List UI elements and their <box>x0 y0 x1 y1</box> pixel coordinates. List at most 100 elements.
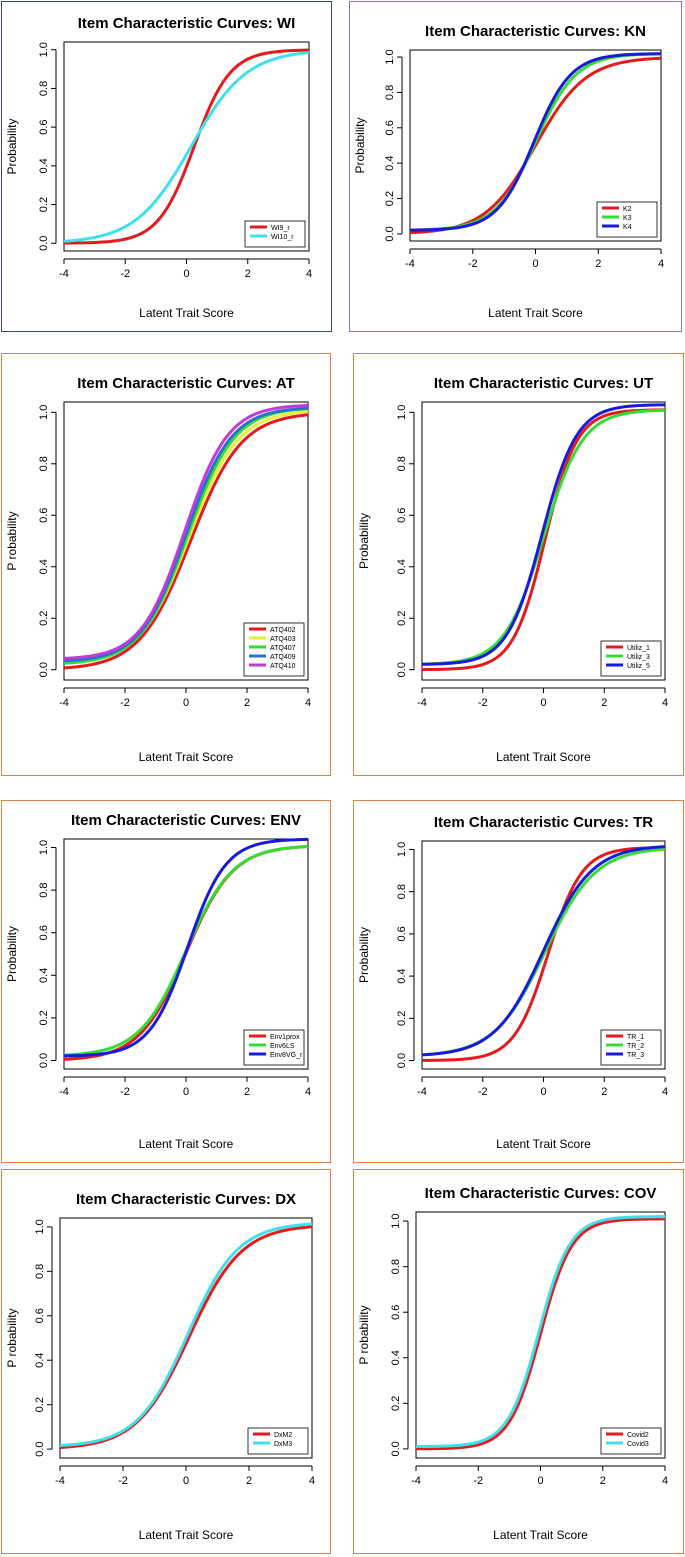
y-tick-label: 0.6 <box>38 925 50 940</box>
x-tick-label: 2 <box>601 1086 607 1098</box>
curve-env8vg-r <box>63 837 309 1058</box>
chart-panel-kn: Item Characteristic Curves: KN -4 -2 0 2 4 0.0… <box>349 1 682 332</box>
chart-panel-wi: Item Characteristic Curves: WI -4 -2 0 2 4 0.0… <box>1 1 332 332</box>
y-tick-label: 0.2 <box>396 1011 408 1026</box>
x-axis-title: Latent Trait Score <box>488 306 583 320</box>
y-tick-label: 1.0 <box>384 49 396 64</box>
x-axis-title: Latent Trait Score <box>496 750 591 764</box>
y-axis-title: P robability <box>5 1308 19 1367</box>
plot-frame <box>415 1211 666 1459</box>
chart-at: Item Characteristic Curves: AT -4 -2 0 2 4 0.0… <box>5 375 311 764</box>
chart-panel-cov: Item Characteristic Curves: COV -4 -2 0 2 4 0.… <box>353 1169 684 1554</box>
x-tick-label: 2 <box>244 697 250 709</box>
chart-dx: Item Characteristic Curves: DX -4 -2 0 2 4 0.0… <box>5 1191 315 1542</box>
x-tick-label: 2 <box>601 697 607 709</box>
legend-label: K3 <box>623 215 632 222</box>
y-tick-label: 1.0 <box>38 42 50 57</box>
x-tick-label: -2 <box>120 1086 130 1098</box>
curve-atq402 <box>63 413 309 670</box>
x-tick-label: 0 <box>540 1086 546 1098</box>
chart-title: Item Characteristic Curves: KN <box>425 23 646 40</box>
legend-box <box>600 1427 662 1455</box>
chart-title: Item Characteristic Curves: WI <box>78 15 296 32</box>
y-tick-label: 0.6 <box>396 508 408 523</box>
y-tick-label: 0.6 <box>396 926 408 941</box>
y-tick-label: 0.2 <box>38 611 50 626</box>
y-tick-label: 0.8 <box>396 884 408 899</box>
plot-frame <box>409 49 662 242</box>
curve-utiliz-3 <box>421 408 666 666</box>
x-tick-label: 0 <box>183 268 189 280</box>
x-axis-title: Latent Trait Score <box>139 1528 234 1542</box>
legend-label: TR_1 <box>627 1034 644 1041</box>
x-tick-label: -4 <box>405 258 415 270</box>
x-tick-label: 4 <box>658 258 664 270</box>
y-axis-title: Probability <box>353 117 367 173</box>
y-tick-label: 0.8 <box>38 882 50 897</box>
curve-covid2 <box>415 1217 666 1451</box>
x-tick-label: 2 <box>246 1475 252 1487</box>
y-tick-label: 0.2 <box>38 1010 50 1025</box>
chart-tr: Item Characteristic Curves: TR -4 -2 0 2 4 0.0… <box>357 814 668 1151</box>
y-tick-label: 0.6 <box>384 120 396 135</box>
y-axis-title: Probability <box>357 927 371 983</box>
legend-label: Covid2 <box>627 1432 649 1439</box>
legend-label: Utiliz_3 <box>627 654 650 661</box>
x-tick-label: -4 <box>411 1475 421 1487</box>
chart-title: Item Characteristic Curves: DX <box>76 1191 296 1208</box>
y-tick-label: 0.0 <box>38 662 50 677</box>
chart-panel-ut: Item Characteristic Curves: UT -4 -2 0 2 4 0.0… <box>353 353 684 776</box>
chart-title: Item Characteristic Curves: COV <box>425 1185 657 1202</box>
x-tick-label: 4 <box>662 1475 668 1487</box>
y-axis-title: Probability <box>5 118 19 174</box>
x-tick-label: 0 <box>183 1475 189 1487</box>
x-tick-label: 4 <box>305 697 311 709</box>
y-tick-label: 0.0 <box>38 1053 50 1068</box>
legend-label: WI10_r <box>271 234 294 241</box>
legend-label: Utiliz_1 <box>627 645 650 652</box>
plot-frame <box>63 401 309 681</box>
y-tick-label: 0.6 <box>34 1308 46 1323</box>
x-tick-label: -2 <box>468 258 478 270</box>
chart-kn: Item Characteristic Curves: KN -4 -2 0 2 4 0.0… <box>353 23 664 320</box>
x-tick-label: -2 <box>120 268 130 280</box>
chart-cov: Item Characteristic Curves: COV -4 -2 0 2 4 0.… <box>357 1185 668 1542</box>
y-axis-title: Probability <box>5 926 19 982</box>
x-axis-title: Latent Trait Score <box>139 750 234 764</box>
y-tick-label: 0.4 <box>38 158 50 173</box>
plot-frame <box>59 1217 313 1459</box>
x-tick-label: 2 <box>595 258 601 270</box>
curve-wi9-r <box>63 48 310 245</box>
y-tick-label: 0.0 <box>396 1053 408 1068</box>
curve-wi10-r <box>63 51 310 243</box>
curve-atq409 <box>63 406 309 663</box>
chart-env: Item Characteristic Curves: ENV -4 -2 0 2 4 0.… <box>5 812 311 1151</box>
x-tick-label: 0 <box>540 697 546 709</box>
x-tick-label: -2 <box>120 697 130 709</box>
legend-label: DxM3 <box>274 1441 292 1448</box>
legend-box <box>247 1427 309 1455</box>
x-tick-label: -2 <box>118 1475 128 1487</box>
y-axis-title: P robability <box>5 511 19 570</box>
x-tick-label: 4 <box>306 268 312 280</box>
legend-label: ATQ403 <box>270 636 296 643</box>
y-tick-label: 0.8 <box>384 85 396 100</box>
y-axis-title: P robability <box>357 1305 371 1364</box>
plot-frame <box>63 838 309 1070</box>
y-tick-label: 1.0 <box>396 842 408 857</box>
x-tick-label: -2 <box>478 697 488 709</box>
x-tick-label: 0 <box>183 697 189 709</box>
curve-tr-3 <box>421 845 666 1057</box>
x-axis-title: Latent Trait Score <box>496 1137 591 1151</box>
x-tick-label: -2 <box>473 1475 483 1487</box>
x-axis-title: Latent Trait Score <box>493 1528 588 1542</box>
plot-frame <box>63 41 310 252</box>
legend-label: K2 <box>623 206 632 213</box>
legend-label: ATQ402 <box>270 627 296 634</box>
x-tick-label: 2 <box>600 1475 606 1487</box>
y-tick-label: 0.4 <box>390 1350 402 1365</box>
y-tick-label: 0.0 <box>390 1441 402 1456</box>
y-tick-label: 0.0 <box>384 226 396 241</box>
x-axis-title: Latent Trait Score <box>139 1137 234 1151</box>
x-tick-label: 0 <box>532 258 538 270</box>
